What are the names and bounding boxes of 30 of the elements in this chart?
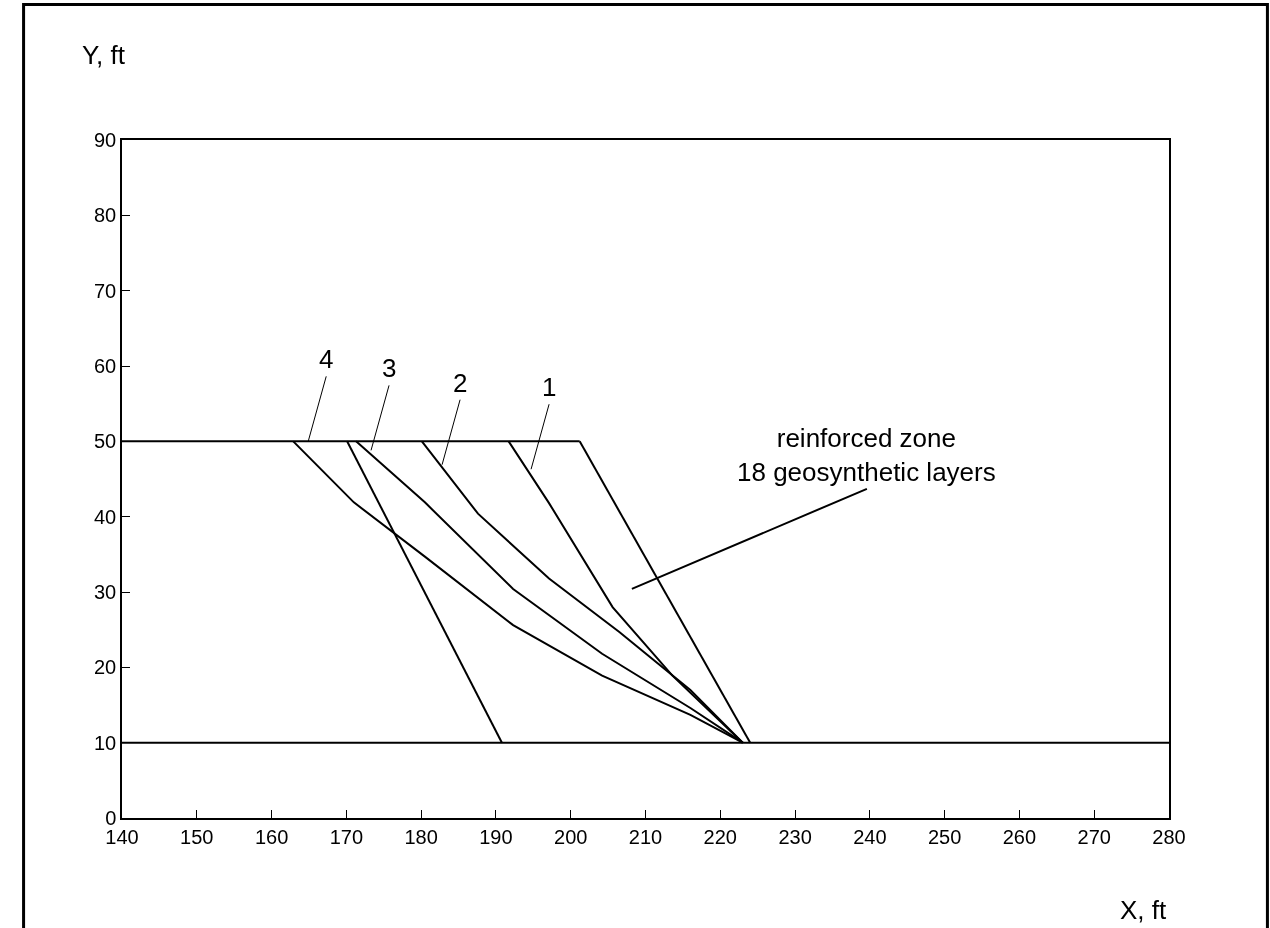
annotation: 1 (542, 372, 557, 402)
y-tick-label: 20 (94, 656, 117, 679)
x-tick-label: 170 (329, 825, 364, 848)
x-tick-label: 240 (853, 825, 887, 848)
x-tick-label: 270 (1077, 825, 1111, 848)
annotation: 3 (382, 353, 397, 383)
x-tick-label: 220 (703, 825, 737, 848)
x-tick-label: 200 (554, 825, 588, 848)
x-tick-label: 260 (1002, 825, 1037, 848)
y-tick-label: 80 (94, 204, 117, 227)
y-tick-label: 60 (94, 355, 117, 377)
x-tick-label: 280 (1152, 825, 1186, 848)
y-tick-label: 30 (94, 581, 117, 603)
y-tick-label: 50 (94, 430, 117, 453)
x-tick-label: 160 (254, 825, 289, 848)
x-tick-label: 230 (778, 825, 812, 848)
y-tick-label: 70 (94, 279, 117, 302)
y-tick-label: 90 (94, 129, 117, 151)
x-tick-label: 150 (180, 825, 214, 848)
x-axis-title: X, ft (1120, 895, 1168, 925)
x-tick-label: 210 (628, 825, 663, 848)
y-axis-title: Y, ft (82, 40, 126, 70)
y-tick-label: 40 (94, 505, 117, 528)
annotation: reinforced zone 18 geosynthetic layers (737, 423, 996, 487)
y-tick-label: 10 (94, 731, 117, 754)
annotation: 4 (319, 344, 334, 374)
annotation: 2 (453, 368, 468, 398)
x-tick-label: 180 (404, 825, 438, 848)
x-tick-label: 190 (479, 825, 513, 848)
x-tick-label: 250 (927, 825, 962, 848)
